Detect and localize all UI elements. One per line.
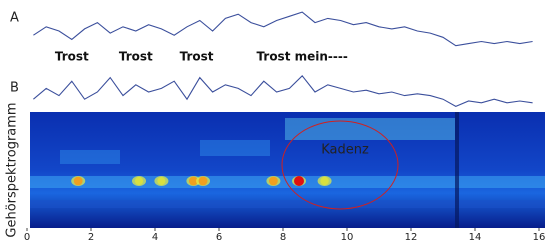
x-tick-label: 10 [341,232,354,242]
lyric-label: Trost [55,50,89,64]
x-tick-label: 8 [280,232,286,242]
annotation-label: Kadenz [321,143,369,158]
hotspot [135,177,143,185]
hotspot [269,177,278,186]
panel-label: A [10,11,19,26]
hotspot [74,177,83,186]
hotspot [320,177,328,185]
waveform [33,12,532,46]
lyric-label: Trost [119,50,153,64]
lyric-label: Trost [180,50,214,64]
y-axis-label: Gehörspektrogramm [5,102,20,237]
hotspot [294,176,304,186]
hotspot [157,177,165,185]
x-tick-label: 16 [533,232,546,242]
x-tick-label: 12 [405,232,418,242]
x-tick-label: 6 [216,232,222,242]
x-tick-label: 2 [88,232,94,242]
x-tick-label: 14 [469,232,482,242]
x-tick-label: 4 [152,232,158,242]
x-tick-label: 0 [24,232,30,242]
figure: Gehörspektrogramm A Trost Trost Trost Trost … [0,0,549,242]
lyric-label: Trost mein---- [257,50,348,64]
spectrogram-background [30,112,545,228]
waveform [33,76,532,107]
panel-label: B [10,81,19,96]
hotspot [199,177,208,186]
